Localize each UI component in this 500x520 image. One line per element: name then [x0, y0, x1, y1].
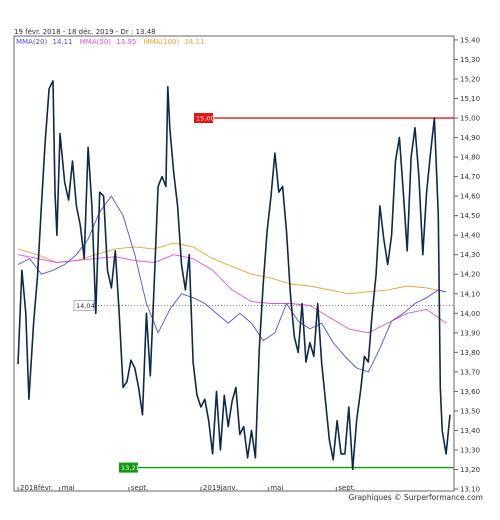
y-tick-label: 15,20 — [460, 75, 480, 83]
y-tick-label: 14,40 — [460, 232, 480, 240]
y-tick-label: 14,70 — [460, 173, 480, 181]
y-tick-label: 15,00 — [460, 115, 480, 123]
legend-mma100-name: MMA(100) — [144, 38, 180, 46]
y-tick-label: 14,30 — [460, 251, 480, 259]
legend-mma50-name: MMA(50) — [80, 38, 112, 46]
svg-text:MMA(20) 14.11 MMA(: MMA(20) 14.11 MMA(50) 13.95 MMA(100) 14.… — [16, 38, 205, 46]
y-tick-label: 13,30 — [460, 446, 480, 454]
y-tick-label: 13,60 — [460, 388, 480, 396]
y-tick-label: 13,50 — [460, 407, 480, 415]
mma20-line — [17, 195, 447, 373]
legend-mma50-value: 13.95 — [116, 38, 136, 46]
chart-header-range: 19 févr. 2018 - 18 déc. 2019 - Dr : 13.4… — [14, 28, 156, 36]
x-tick-label: sept. — [131, 484, 148, 492]
support-label: 13,21 — [121, 464, 140, 472]
y-tick-label: 14,90 — [460, 134, 480, 142]
x-tick-label: mai — [62, 484, 75, 492]
x-tick-label: 2019janv. — [203, 484, 237, 492]
resistance-badge — [194, 113, 213, 124]
resistance-label: 15,00 — [196, 115, 215, 123]
legend-mma20-value: 14.11 — [52, 38, 72, 46]
current-value-label: 14,04 — [76, 302, 95, 310]
y-tick-label: 13,10 — [460, 486, 480, 494]
y-tick-label: 14,10 — [460, 290, 480, 298]
x-tick-label: mai — [270, 484, 283, 492]
y-tick-label: 15,40 — [460, 36, 480, 44]
current-value-box — [73, 300, 95, 311]
y-tick-label: 15,10 — [460, 95, 480, 103]
x-tick-label: sept. — [338, 484, 355, 492]
plot-frame — [13, 35, 455, 492]
legend-mma20-name: MMA(20) — [16, 38, 48, 46]
y-tick-label: 14,60 — [460, 193, 480, 201]
y-tick-label: 14,80 — [460, 154, 480, 162]
y-tick-label: 13,90 — [460, 329, 480, 337]
y-tick-label: 13,70 — [460, 368, 480, 376]
y-tick-label: 13,40 — [460, 427, 480, 435]
support-badge — [119, 462, 138, 473]
chart-credit: Graphiques © Surperformance.com — [349, 493, 483, 502]
y-tick-label: 15,30 — [460, 56, 480, 64]
mma50-line — [17, 254, 447, 334]
y-tick-label: 14,50 — [460, 212, 480, 220]
y-tick-label: 14,00 — [460, 310, 480, 318]
legend-mma100-value: 14.11 — [184, 38, 204, 46]
x-tick-label: 2018févr. — [20, 484, 53, 492]
price-levels: 14,04 15,00 13,21 — [73, 113, 454, 473]
series-layer — [17, 80, 451, 471]
y-tick-label: 14,20 — [460, 271, 480, 279]
price-line — [17, 80, 451, 471]
y-tick-label: 13,80 — [460, 349, 480, 357]
x-axis: 2018févr. mai sept. 2019janv. mai sept. — [17, 484, 356, 492]
y-axis: 15,40 15,30 15,20 15,10 15,00 14,90 14,80 14,70… — [454, 36, 480, 494]
y-tick-label: 13,20 — [460, 466, 480, 474]
moving-average-legend: MMA(20) 14.11 MMA(50) 13.95 MMA(100) 14.… — [16, 38, 205, 46]
